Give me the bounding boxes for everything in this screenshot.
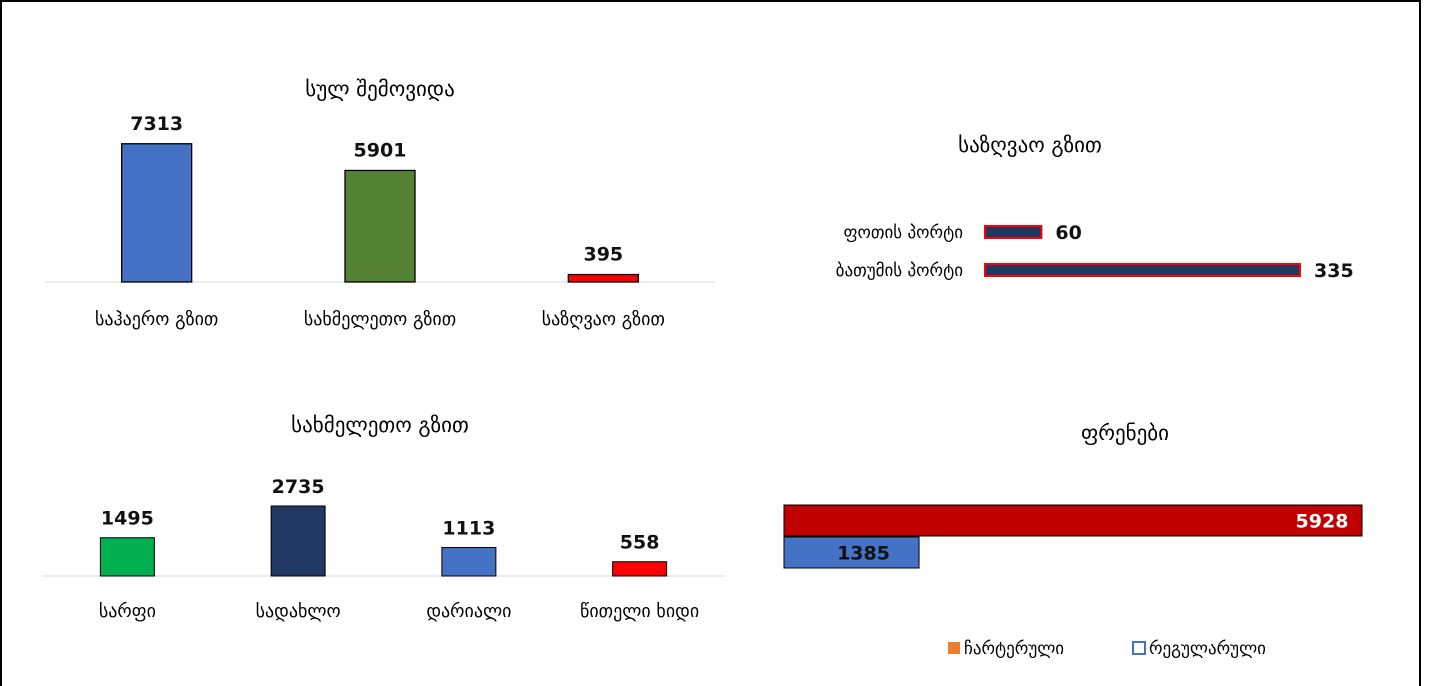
category-label: წითელი ხიდი [580,601,699,622]
legend-swatch [948,642,960,654]
chart-by-sea: საზღვაო გზით ფოთის პორტი 60 ბათუმის პორტი 3… [836,133,1354,282]
data-label: 1385 [837,543,890,565]
data-label: 2735 [272,476,325,498]
category-label: საზღვაო გზით [542,309,665,330]
data-label: 335 [1314,260,1354,282]
chart-total-arrivals: სულ შემოვიდა 7313 საჰაერო გზით 5901 სახმელე… [45,77,715,330]
legend-swatch [1132,641,1146,655]
legend-label: ჩარტერული [964,639,1064,659]
data-label: 5901 [354,139,407,161]
chart-title: სულ შემოვიდა [305,77,454,101]
chart-by-land: სახმელეთო გზით 1495 სარფი 2735 სადახლო 1113 დ… [42,413,725,622]
bar [121,143,193,283]
data-label: 5928 [1296,511,1349,533]
category-label: ბათუმის პორტი [836,261,963,281]
chart-title: სახმელეთო გზით [291,413,469,437]
category-label: ფოთის პორტი [843,223,963,243]
bar [783,536,920,569]
category-label: სახმელეთო გზით [304,309,456,330]
data-label: 395 [583,244,623,266]
bar [99,537,155,577]
chart-flights: ფრენები 5928 1385 ჩარტერული რეგულარული [783,421,1363,659]
category-label: სადახლო [256,601,341,622]
legend-label: რეგულარული [1149,639,1266,659]
bar [783,504,1363,537]
bar [612,561,668,577]
bar [270,505,326,577]
chart-title: საზღვაო გზით [958,133,1102,157]
category-label: საჰაერო გზით [95,309,218,330]
category-label: დარიალი [426,601,511,622]
bar [984,225,1043,239]
bar [567,273,639,283]
chart-title: ფრენები [1081,421,1169,445]
data-label: 60 [1055,222,1081,244]
data-label: 7313 [130,113,183,135]
bar [344,169,416,283]
data-label: 1495 [101,508,154,530]
data-label: 558 [620,532,660,554]
bar [984,263,1301,277]
category-label: სარფი [99,601,156,622]
bar [441,547,497,577]
data-label: 1113 [442,518,495,540]
